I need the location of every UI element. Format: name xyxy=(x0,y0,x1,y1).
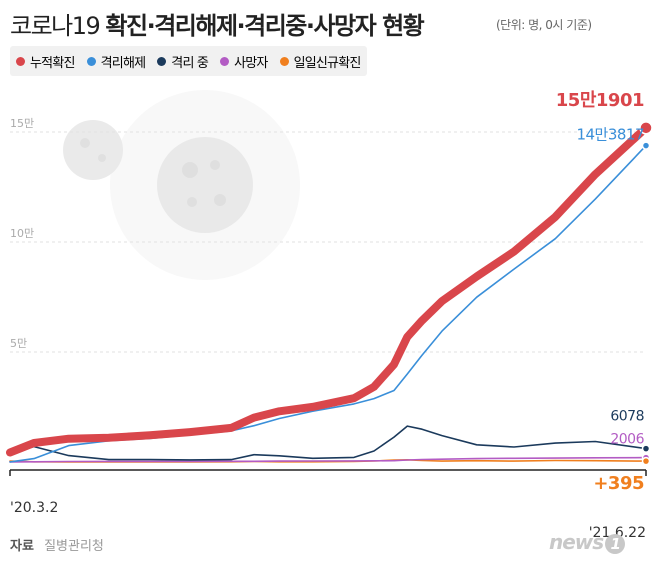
end-marker xyxy=(641,141,651,150)
y-tick-labels: 5만 10만 15만 xyxy=(10,117,34,350)
legend-swatch xyxy=(16,56,25,66)
legend-item-released: 격리해제 xyxy=(86,52,146,71)
legend-swatch xyxy=(86,56,96,66)
logo-text: news xyxy=(549,530,604,554)
news1-logo: news 1 xyxy=(549,530,626,554)
source-note: 자료 질병관리청 xyxy=(10,535,104,554)
virus-decoration xyxy=(63,90,300,280)
virus-icon-large xyxy=(157,137,253,233)
legend-label: 사망자 xyxy=(234,55,268,71)
source-value: 질병관리청 xyxy=(44,539,104,554)
series-line-cumulative xyxy=(6,123,650,457)
series-line-released xyxy=(9,144,647,463)
end-label: 15만1901 xyxy=(556,90,644,111)
series-end-labels: 15만1901 14만3817 6078 2006 +395 xyxy=(556,90,645,494)
series-lines xyxy=(6,123,650,463)
legend-item-daily: 일일신규확진 xyxy=(279,52,362,71)
gridlines xyxy=(10,131,646,353)
legend-label: 격리 중 xyxy=(171,55,209,71)
x-tick-label-end: '21.6.22 xyxy=(589,525,646,541)
end-label: +395 xyxy=(593,473,644,494)
chart-title: 코로나19 확진·격리해제·격리중·사망자 현황 xyxy=(10,6,425,41)
series-line-isolated xyxy=(9,425,647,461)
series-line-deaths xyxy=(9,456,647,463)
legend-item-isolated: 격리 중 xyxy=(157,52,209,71)
x-axis: '20.3.2 '21.6.22 xyxy=(9,469,647,541)
legend-label: 일일신규확진 xyxy=(293,55,362,71)
y-tick-label: 15만 xyxy=(10,117,34,130)
end-marker xyxy=(641,444,651,453)
legend-item-deaths: 사망자 xyxy=(220,52,268,71)
legend: 누적확진 격리해제 격리 중 사망자 일일신규확진 xyxy=(10,46,367,76)
title-prefix: 코로나19 xyxy=(10,12,101,40)
title-main: 확진·격리해제·격리중·사망자 현황 xyxy=(105,12,424,40)
end-label: 6078 xyxy=(610,409,644,425)
y-tick-label: 5만 xyxy=(10,337,27,350)
legend-label: 격리해제 xyxy=(100,55,146,71)
legend-swatch xyxy=(157,56,167,66)
y-tick-label: 10만 xyxy=(10,227,34,240)
logo-mark: 1 xyxy=(605,534,626,554)
end-label: 14만3817 xyxy=(576,126,644,144)
legend-swatch xyxy=(279,56,289,66)
x-tick-label-start: '20.3.2 xyxy=(10,500,58,516)
unit-note: (단위: 명, 0시 기준) xyxy=(496,18,592,32)
series-end-markers xyxy=(639,121,653,466)
legend-item-cumulative: 누적확진 xyxy=(16,52,75,71)
virus-icon-small xyxy=(63,120,123,180)
end-label: 2006 xyxy=(610,432,644,448)
source-label: 자료 xyxy=(10,539,34,554)
legend-swatch xyxy=(220,56,230,66)
end-marker xyxy=(641,456,651,466)
legend-label: 누적확진 xyxy=(30,55,75,71)
end-marker xyxy=(639,121,653,135)
